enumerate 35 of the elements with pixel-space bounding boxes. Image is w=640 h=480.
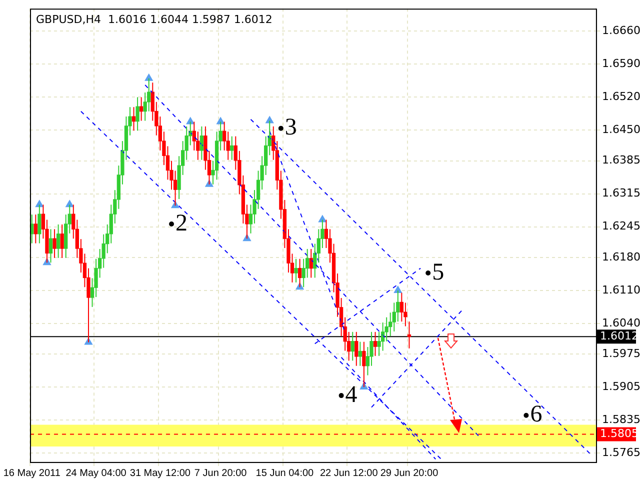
point — [278, 126, 284, 131]
chart-title: GBPUSD,H4 1.6016 1.6044 1.5987 1.6012 — [36, 12, 272, 26]
series-label: 6 — [530, 402, 542, 428]
x-tick-label: 7 Jun 20:00 — [194, 468, 248, 479]
y-tick-label: 1.6385 — [602, 154, 640, 167]
y-tick-label: 1.5835 — [602, 412, 640, 426]
series-label: 5 — [432, 259, 444, 286]
y-tick-label: 1.6040 — [602, 316, 640, 330]
x-tick-label: 22 Jun 12:00 — [320, 468, 378, 479]
y-tick-label: 1.6660 — [602, 24, 640, 38]
point — [394, 286, 402, 293]
point — [266, 116, 274, 124]
y-tick-label: 1.6110 — [602, 283, 640, 296]
y-tick-label: 1.5905 — [602, 380, 640, 393]
x-tick-label: 16 May 2011 — [3, 468, 61, 479]
point — [524, 412, 529, 418]
series-label: 4 — [345, 382, 358, 408]
y-tick-label: 1.6450 — [602, 123, 640, 136]
point — [426, 270, 431, 276]
x-tick-label: 15 Jun 04:00 — [256, 468, 314, 479]
series-label: 3 — [284, 114, 297, 141]
point — [144, 74, 153, 81]
y-tick-label: 1.6590 — [602, 57, 640, 70]
x-tick-label: 24 May 04:00 — [66, 468, 127, 479]
y-tick-label: 1.6315 — [602, 186, 640, 200]
y-tick-label: 1.6520 — [602, 90, 640, 104]
series-label: 2 — [176, 210, 188, 236]
point — [169, 221, 174, 226]
x-tick-label: 31 May 12:00 — [130, 468, 191, 479]
x-tick-label: 29 Jun 20:00 — [380, 468, 439, 479]
y-tick-label: 1.6245 — [602, 220, 640, 233]
y-tick-label: 1.6180 — [602, 250, 640, 264]
y-tick-label: 1.5975 — [602, 346, 640, 360]
point — [338, 393, 344, 398]
y-tick-label: 1.5765 — [602, 446, 640, 459]
